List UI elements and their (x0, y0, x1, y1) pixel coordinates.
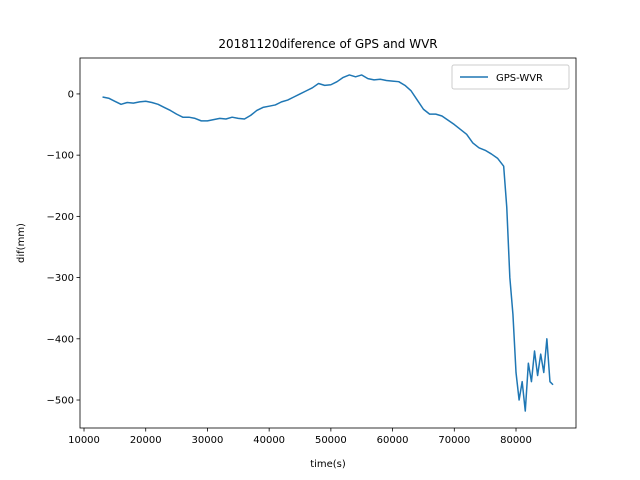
y-tick-label: −300 (47, 273, 74, 284)
x-tick-label: 30000 (192, 435, 224, 446)
y-axis-label: dif(mm) (16, 223, 27, 263)
x-tick-label: 50000 (315, 435, 347, 446)
data-line (102, 74, 554, 412)
plot-frame (79, 57, 577, 429)
x-tick-label: 40000 (253, 435, 285, 446)
x-tick-label: 80000 (500, 435, 532, 446)
y-tick-label: −500 (47, 396, 74, 407)
y-tick-label: −100 (47, 151, 74, 162)
x-tick-label: 20000 (130, 435, 162, 446)
y-tick-label: −200 (47, 212, 74, 223)
x-tick-label: 60000 (377, 435, 409, 446)
y-tick-label: −400 (47, 334, 74, 345)
legend-box (451, 64, 570, 90)
x-axis-label: time(s) (310, 459, 346, 470)
x-tick-label: 70000 (438, 435, 470, 446)
x-tick-label: 10000 (68, 435, 100, 446)
legend-label: GPS-WVR (496, 73, 543, 84)
chart-title: 20181120diference of GPS and WVR (218, 37, 437, 51)
y-tick-label: 0 (68, 89, 74, 100)
